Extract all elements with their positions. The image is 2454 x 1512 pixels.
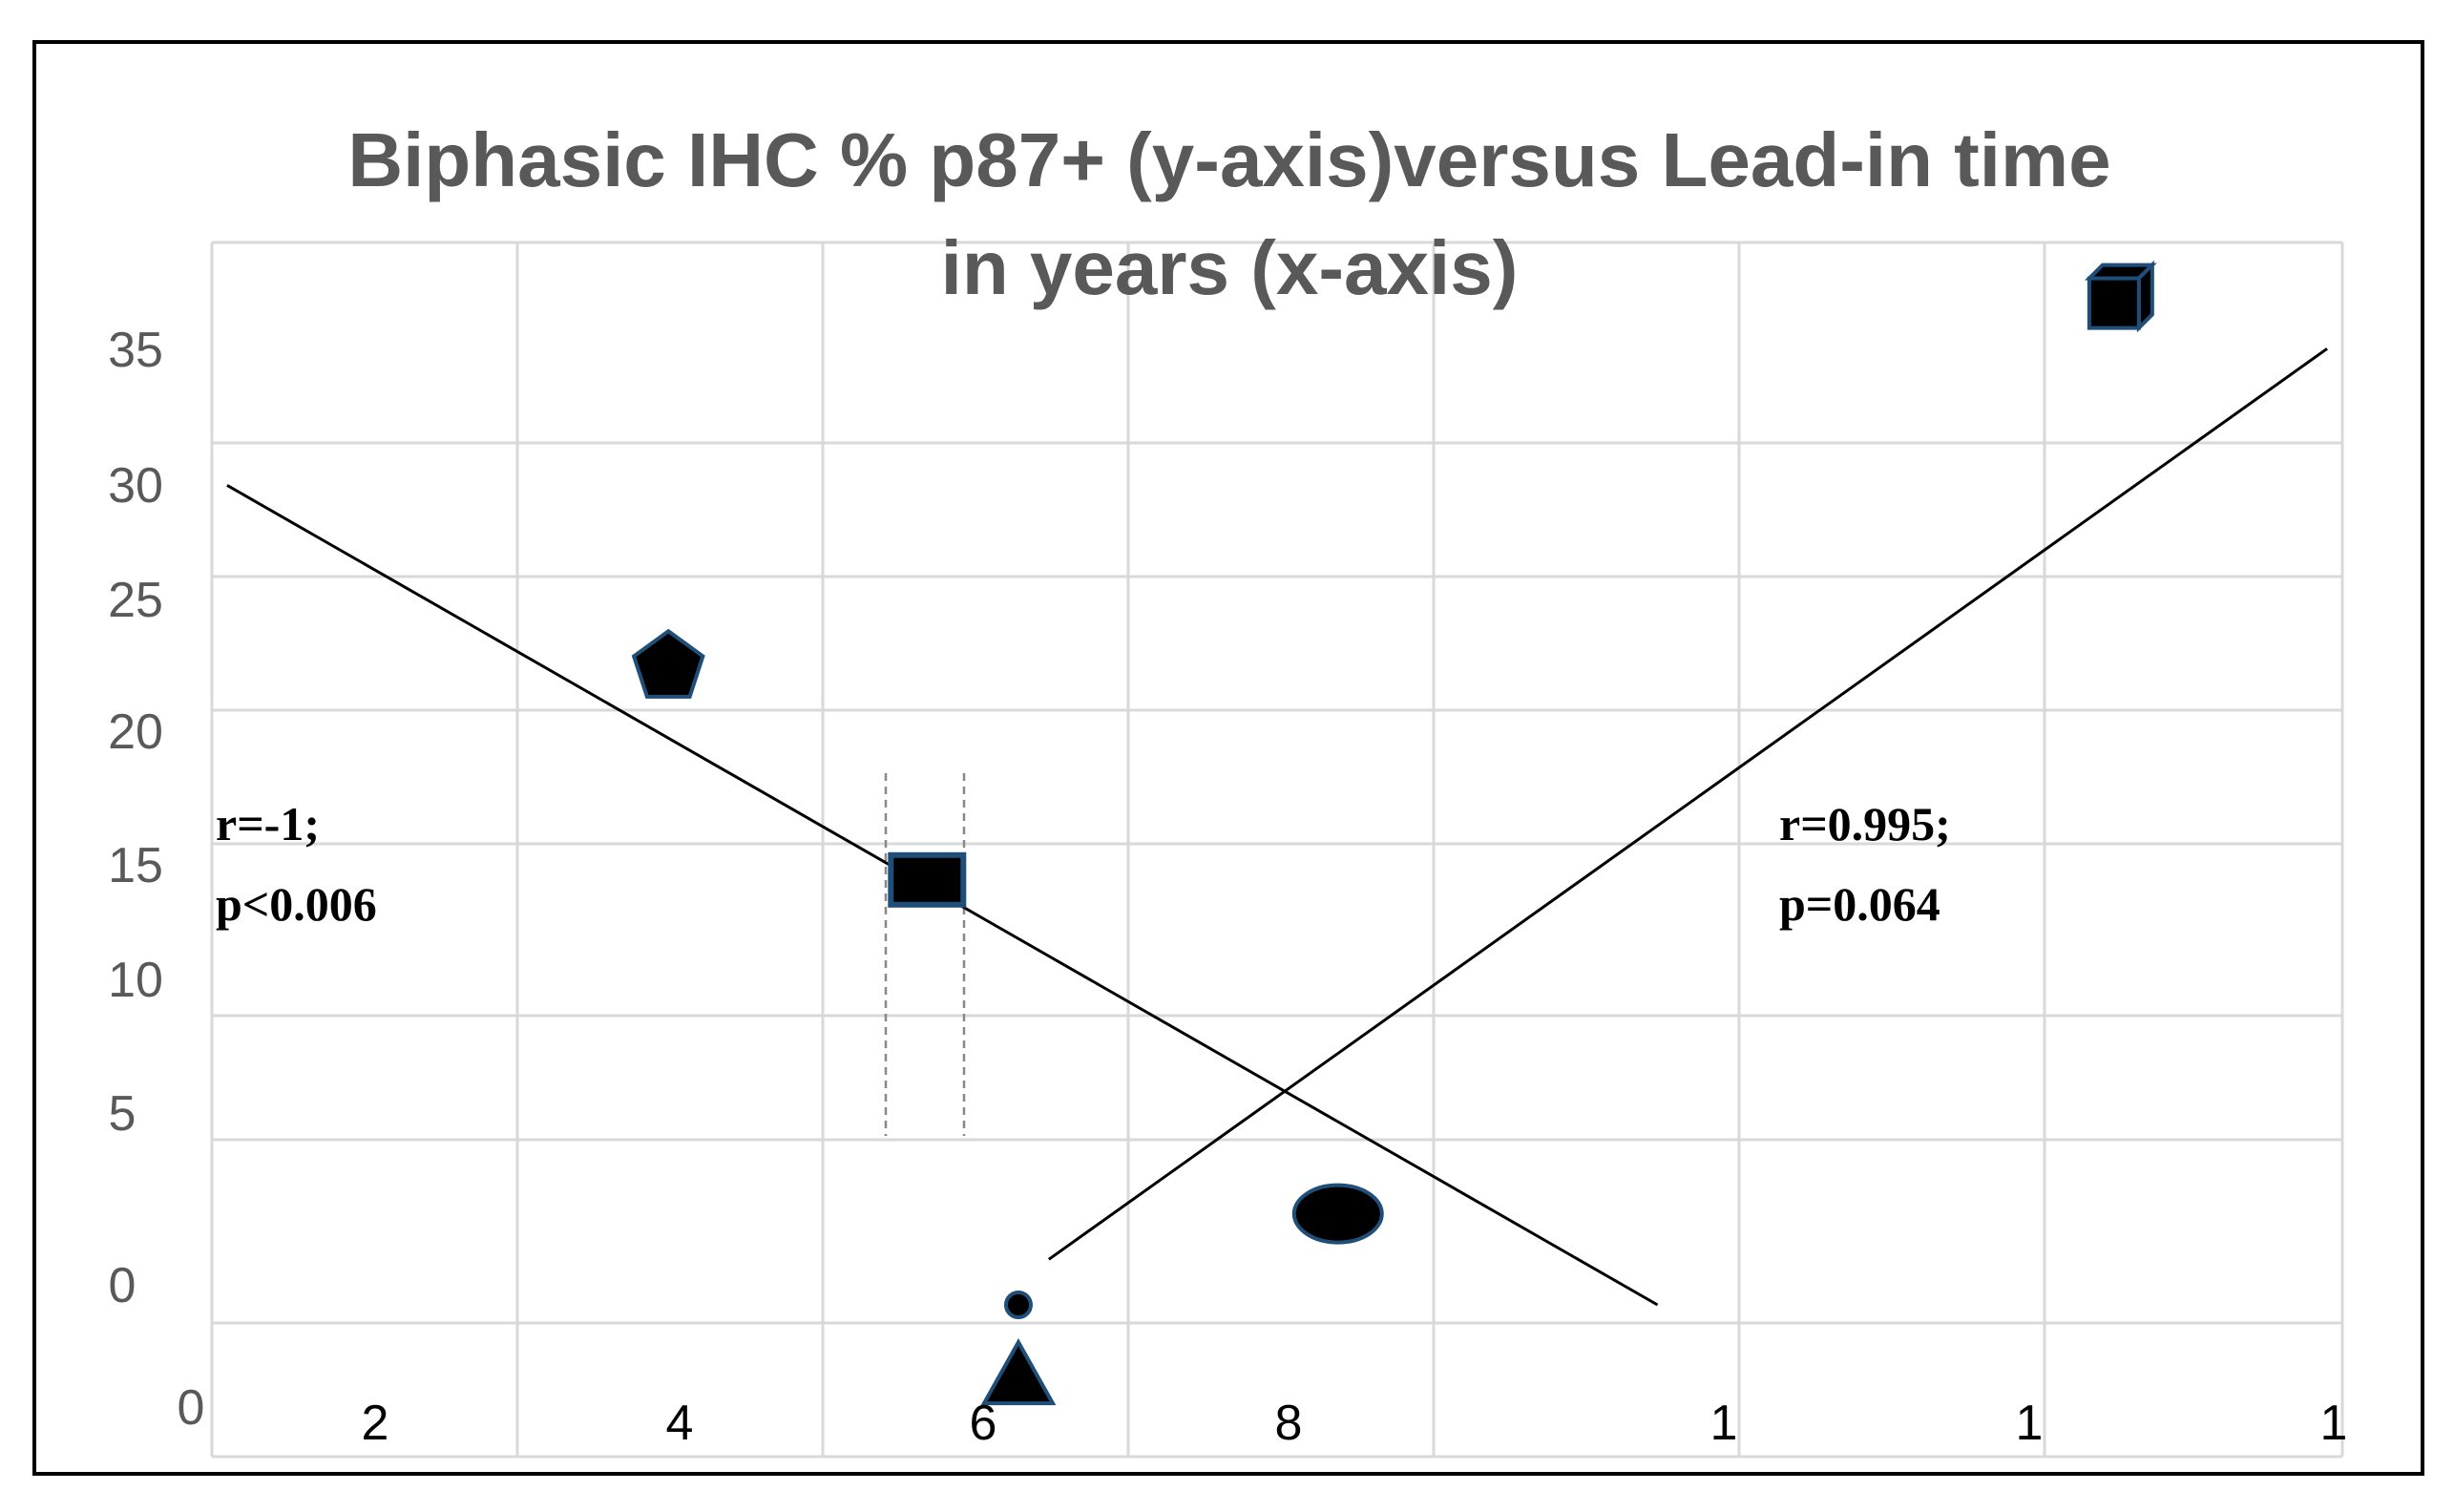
- data-point-pentagon: [631, 628, 705, 699]
- y-tick-label: 30: [108, 458, 163, 514]
- stat-annotation: r=0.995;: [1779, 797, 1951, 850]
- plot-area: [212, 242, 2342, 1457]
- y-tick-label: 15: [108, 838, 163, 893]
- markers: [631, 260, 2157, 1406]
- axis-labels: 35 30 25 20 15 10 5 0 0 2 4 6 8 1 1 1: [108, 323, 2347, 1451]
- trend-line-positive: [1047, 347, 2328, 1261]
- y-tick-label: 25: [108, 573, 163, 628]
- grid: [210, 241, 2344, 1459]
- data-point-ellipse: [1291, 1183, 1384, 1245]
- x-tick-label: 1: [2320, 1396, 2348, 1451]
- data-point-cube-side: [2136, 260, 2154, 333]
- annotations: r=-1; p<0.006 r=0.995; p=0.064: [216, 797, 1951, 931]
- data-point-circle: [1003, 1291, 1033, 1319]
- data-point-cube: [2087, 276, 2141, 330]
- stat-annotation: p=0.064: [1779, 877, 1940, 931]
- chart-title: Biphasic IHC % p87+ (y-axis)versus Lead-…: [347, 117, 2110, 310]
- data-point-triangle: [980, 1338, 1057, 1406]
- x-tick-label: 1: [2016, 1396, 2044, 1451]
- x-tick-label: 2: [362, 1396, 389, 1451]
- stat-annotation: r=-1;: [216, 797, 320, 850]
- chart-title-line-1: Biphasic IHC % p87+ (y-axis)versus Lead-…: [347, 117, 2110, 202]
- y-tick-label: 0: [109, 1258, 136, 1313]
- chart-title-line-2: in years (x-axis): [941, 225, 1519, 310]
- y-tick-label: 35: [108, 323, 163, 378]
- y-tick-label: 5: [109, 1086, 136, 1142]
- x-tick-label: 8: [1275, 1396, 1303, 1451]
- stat-annotation: p<0.006: [216, 877, 377, 931]
- x-tick-label: 1: [1710, 1396, 1738, 1451]
- y-tick-label: 10: [108, 953, 163, 1008]
- x-tick-label: 6: [970, 1396, 997, 1451]
- data-point-rectangle: [888, 851, 967, 908]
- x-tick-label: 4: [666, 1396, 694, 1451]
- y-tick-label: 0: [178, 1380, 205, 1436]
- y-tick-label: 20: [108, 704, 163, 760]
